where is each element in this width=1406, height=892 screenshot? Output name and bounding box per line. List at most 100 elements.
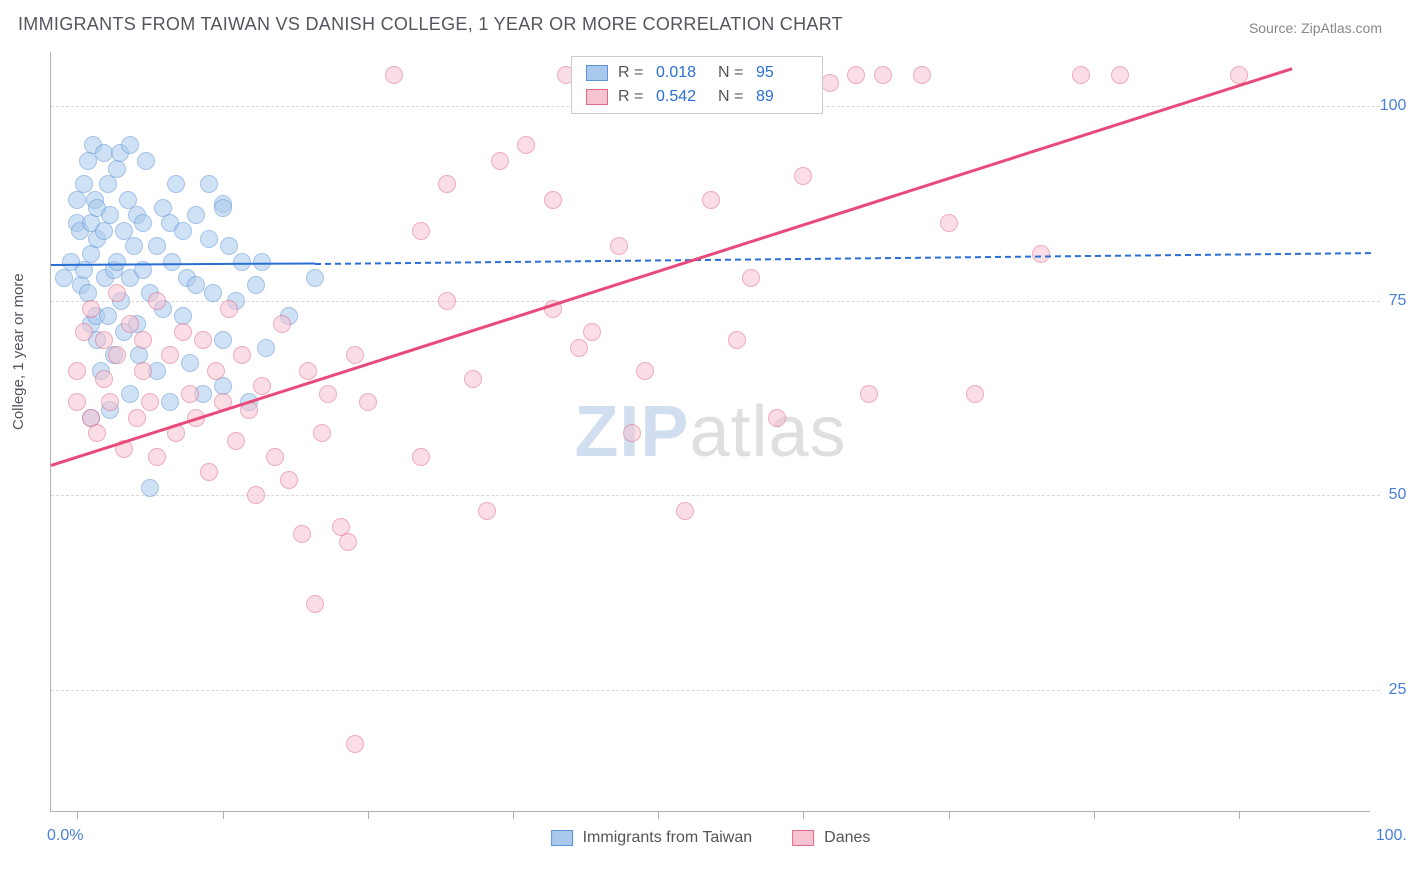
data-point-danes <box>676 502 694 520</box>
data-point-danes <box>148 292 166 310</box>
x-tick <box>658 811 659 819</box>
series-legend: Immigrants from Taiwan Danes <box>551 829 871 847</box>
regression-line <box>315 252 1371 265</box>
data-point-taiwan <box>214 331 232 349</box>
data-point-taiwan <box>121 385 139 403</box>
data-point-danes <box>940 214 958 232</box>
data-point-danes <box>346 346 364 364</box>
r-value-taiwan: 0.018 <box>656 64 708 82</box>
data-point-danes <box>623 424 641 442</box>
correlation-legend: R = 0.018 N = 95 R = 0.542 N = 89 <box>571 56 823 114</box>
y-tick-label: 50.0% <box>1389 486 1406 504</box>
x-tick <box>803 811 804 819</box>
data-point-taiwan <box>68 191 86 209</box>
data-point-taiwan <box>82 245 100 263</box>
data-point-danes <box>108 346 126 364</box>
source-credit: Source: ZipAtlas.com <box>1249 20 1382 36</box>
data-point-danes <box>293 525 311 543</box>
data-point-taiwan <box>174 222 192 240</box>
data-point-taiwan <box>101 206 119 224</box>
watermark-part-b: atlas <box>689 392 846 472</box>
data-point-danes <box>108 284 126 302</box>
data-point-taiwan <box>257 339 275 357</box>
x-tick <box>77 811 78 819</box>
data-point-danes <box>194 331 212 349</box>
data-point-danes <box>88 424 106 442</box>
legend-row-danes: R = 0.542 N = 89 <box>572 85 822 109</box>
data-point-danes <box>636 362 654 380</box>
data-point-taiwan <box>134 214 152 232</box>
r-value-danes: 0.542 <box>656 88 708 106</box>
data-point-danes <box>306 595 324 613</box>
data-point-danes <box>247 486 265 504</box>
data-point-danes <box>385 66 403 84</box>
r-label: R = <box>618 88 646 106</box>
data-point-taiwan <box>125 237 143 255</box>
source-link[interactable]: ZipAtlas.com <box>1301 20 1382 36</box>
x-tick <box>223 811 224 819</box>
data-point-danes <box>860 385 878 403</box>
y-tick-label: 75.0% <box>1389 292 1406 310</box>
data-point-danes <box>412 222 430 240</box>
data-point-danes <box>207 362 225 380</box>
legend-label-danes: Danes <box>824 829 870 847</box>
data-point-taiwan <box>148 237 166 255</box>
data-point-danes <box>134 362 152 380</box>
data-point-taiwan <box>108 253 126 271</box>
data-point-danes <box>200 463 218 481</box>
data-point-danes <box>1032 245 1050 263</box>
gridline <box>51 301 1380 302</box>
data-point-danes <box>517 136 535 154</box>
y-tick-label: 25.0% <box>1389 681 1406 699</box>
data-point-danes <box>412 448 430 466</box>
data-point-taiwan <box>141 479 159 497</box>
data-point-danes <box>161 346 179 364</box>
x-tick <box>1094 811 1095 819</box>
data-point-taiwan <box>161 393 179 411</box>
x-tick <box>1239 811 1240 819</box>
data-point-danes <box>339 533 357 551</box>
x-tick <box>513 811 514 819</box>
data-point-danes <box>478 502 496 520</box>
data-point-danes <box>273 315 291 333</box>
data-point-danes <box>68 362 86 380</box>
x-tick <box>368 811 369 819</box>
data-point-danes <box>874 66 892 84</box>
legend-label-taiwan: Immigrants from Taiwan <box>583 829 753 847</box>
n-label: N = <box>718 64 746 82</box>
x-tick <box>949 811 950 819</box>
data-point-danes <box>220 300 238 318</box>
legend-item-danes: Danes <box>792 829 870 847</box>
data-point-taiwan <box>187 276 205 294</box>
data-point-taiwan <box>121 136 139 154</box>
regression-line <box>51 263 315 267</box>
data-point-taiwan <box>204 284 222 302</box>
data-point-taiwan <box>95 222 113 240</box>
data-point-danes <box>121 315 139 333</box>
y-axis-label: College, 1 year or more <box>10 273 27 430</box>
data-point-danes <box>101 393 119 411</box>
swatch-taiwan <box>551 830 573 846</box>
data-point-danes <box>821 74 839 92</box>
legend-row-taiwan: R = 0.018 N = 95 <box>572 61 822 85</box>
data-point-danes <box>438 292 456 310</box>
swatch-danes <box>792 830 814 846</box>
data-point-danes <box>966 385 984 403</box>
n-value-danes: 89 <box>756 88 808 106</box>
data-point-danes <box>742 269 760 287</box>
data-point-danes <box>583 323 601 341</box>
data-point-danes <box>233 346 251 364</box>
data-point-danes <box>299 362 317 380</box>
data-point-taiwan <box>167 175 185 193</box>
data-point-danes <box>95 370 113 388</box>
data-point-danes <box>148 448 166 466</box>
n-label: N = <box>718 88 746 106</box>
data-point-danes <box>319 385 337 403</box>
data-point-danes <box>570 339 588 357</box>
data-point-taiwan <box>163 253 181 271</box>
data-point-danes <box>346 735 364 753</box>
data-point-danes <box>1072 66 1090 84</box>
data-point-danes <box>702 191 720 209</box>
data-point-taiwan <box>214 199 232 217</box>
data-point-danes <box>847 66 865 84</box>
